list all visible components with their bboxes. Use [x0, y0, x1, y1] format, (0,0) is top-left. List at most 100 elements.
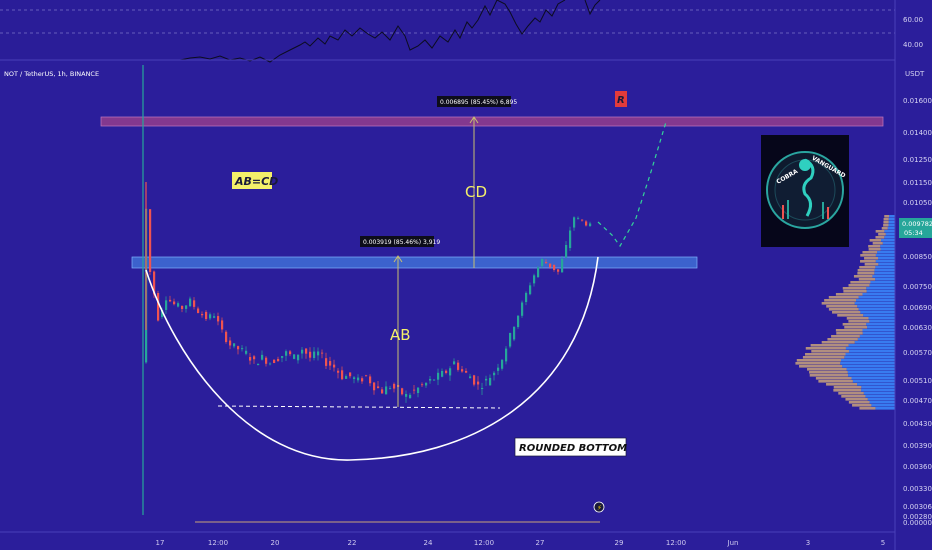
- cobra-vanguard-logo: COBRA VANGUARD: [761, 135, 849, 247]
- volume-profile-bar: [875, 266, 895, 269]
- candle-body: [301, 349, 304, 354]
- volume-profile-bar: [866, 290, 895, 293]
- resistance-zone: [100, 116, 884, 127]
- candle-body: [297, 354, 300, 361]
- candle-body: [421, 384, 424, 386]
- candle-body: [349, 372, 352, 377]
- rounded-bottom-badge: ROUNDED BOTTOM: [514, 437, 627, 457]
- volume-profile-bar: [863, 392, 895, 395]
- volume-profile-bar: [805, 347, 846, 350]
- time-tick: 20: [271, 539, 280, 547]
- time-tick: 3: [806, 539, 810, 547]
- volume-profile-bar: [872, 242, 883, 245]
- flash-icon[interactable]: [593, 501, 605, 513]
- volume-profile-bar: [824, 299, 857, 302]
- candle-body: [341, 370, 344, 380]
- volume-profile-bar: [857, 272, 875, 275]
- time-axis[interactable]: 17 12:00 20 22 24 12:00 27 29 12:00 Jun 3 5: [0, 531, 895, 547]
- candle-body: [461, 369, 464, 372]
- candle-body: [321, 352, 324, 354]
- candle-body: [197, 308, 200, 313]
- volume-profile-bar: [838, 392, 864, 395]
- volume-profile-bar: [865, 395, 895, 398]
- candle-body: [581, 219, 584, 221]
- volume-profile-bar: [858, 308, 895, 311]
- volume-profile-bar: [856, 299, 895, 302]
- candle-body: [473, 375, 476, 385]
- candle-body: [465, 370, 468, 373]
- osc-tick-40: 40.00: [903, 41, 923, 49]
- candle-body: [413, 389, 416, 391]
- volume-profile-bar: [867, 326, 895, 329]
- candle-body: [353, 377, 356, 379]
- candle-body: [225, 331, 228, 342]
- volume-profile-bar: [846, 317, 869, 320]
- candle-body: [337, 370, 340, 373]
- candle-body: [445, 370, 448, 373]
- measure-cd-label: 0.006895 (85.45%) 6,895: [437, 96, 517, 107]
- volume-profile-bar: [807, 368, 847, 371]
- volume-profile-bar: [847, 371, 895, 374]
- volume-profile-bar: [795, 362, 841, 365]
- volume-profile-bar: [870, 281, 895, 284]
- price-candles: [145, 182, 592, 403]
- time-tick: 12:00: [474, 539, 494, 547]
- volume-profile-bar: [868, 245, 881, 248]
- volume-profile-bar: [845, 398, 868, 401]
- volume-profile-bar: [833, 389, 862, 392]
- volume-profile-bar: [840, 359, 895, 362]
- volume-profile-bar: [858, 296, 895, 299]
- candle-body: [405, 393, 408, 397]
- volume-profile-bar: [885, 233, 895, 236]
- volume-profile-bar: [875, 230, 885, 233]
- candle-body: [157, 293, 160, 321]
- candle-body: [521, 302, 524, 316]
- svg-text:05:34: 05:34: [904, 229, 923, 237]
- volume-profile-bar: [864, 263, 879, 266]
- candle-body: [237, 346, 240, 350]
- candle-body: [437, 372, 440, 380]
- candle-body: [233, 343, 236, 347]
- time-tick: Jun: [727, 539, 739, 547]
- candle-body: [389, 387, 392, 389]
- candle-body: [281, 356, 284, 358]
- candle-body: [369, 376, 372, 384]
- candle-body: [589, 223, 592, 227]
- volume-profile-bar: [859, 266, 876, 269]
- volume-profile-bar: [842, 287, 867, 290]
- volume-profile-bar: [862, 251, 878, 254]
- candle-body: [557, 269, 560, 272]
- volume-profile-bar: [859, 335, 895, 338]
- volume-profile-bar: [874, 272, 895, 275]
- time-tick: 29: [615, 539, 624, 547]
- volume-profile-bar: [862, 329, 895, 332]
- candle-body: [165, 300, 168, 310]
- candle-body: [173, 301, 176, 305]
- volume-profile-bar: [875, 254, 895, 257]
- volume-profile-bar: [848, 401, 870, 404]
- volume-profile-bar: [844, 356, 895, 359]
- svg-text:⚡: ⚡: [597, 504, 602, 512]
- volume-profile-bar: [861, 386, 895, 389]
- candle-body: [229, 340, 232, 346]
- candle-body: [209, 314, 212, 319]
- candle-body: [485, 378, 488, 381]
- candle-body: [221, 320, 224, 330]
- volume-profile-bar: [848, 344, 895, 347]
- time-tick: 22: [348, 539, 357, 547]
- svg-text:AB=CD: AB=CD: [234, 175, 278, 188]
- volume-profile-bar: [845, 353, 895, 356]
- currency-label: USDT: [905, 70, 925, 78]
- candle-body: [361, 378, 364, 382]
- candle-body: [285, 351, 288, 356]
- candle-body: [333, 364, 336, 368]
- volume-profile-bar: [835, 329, 863, 332]
